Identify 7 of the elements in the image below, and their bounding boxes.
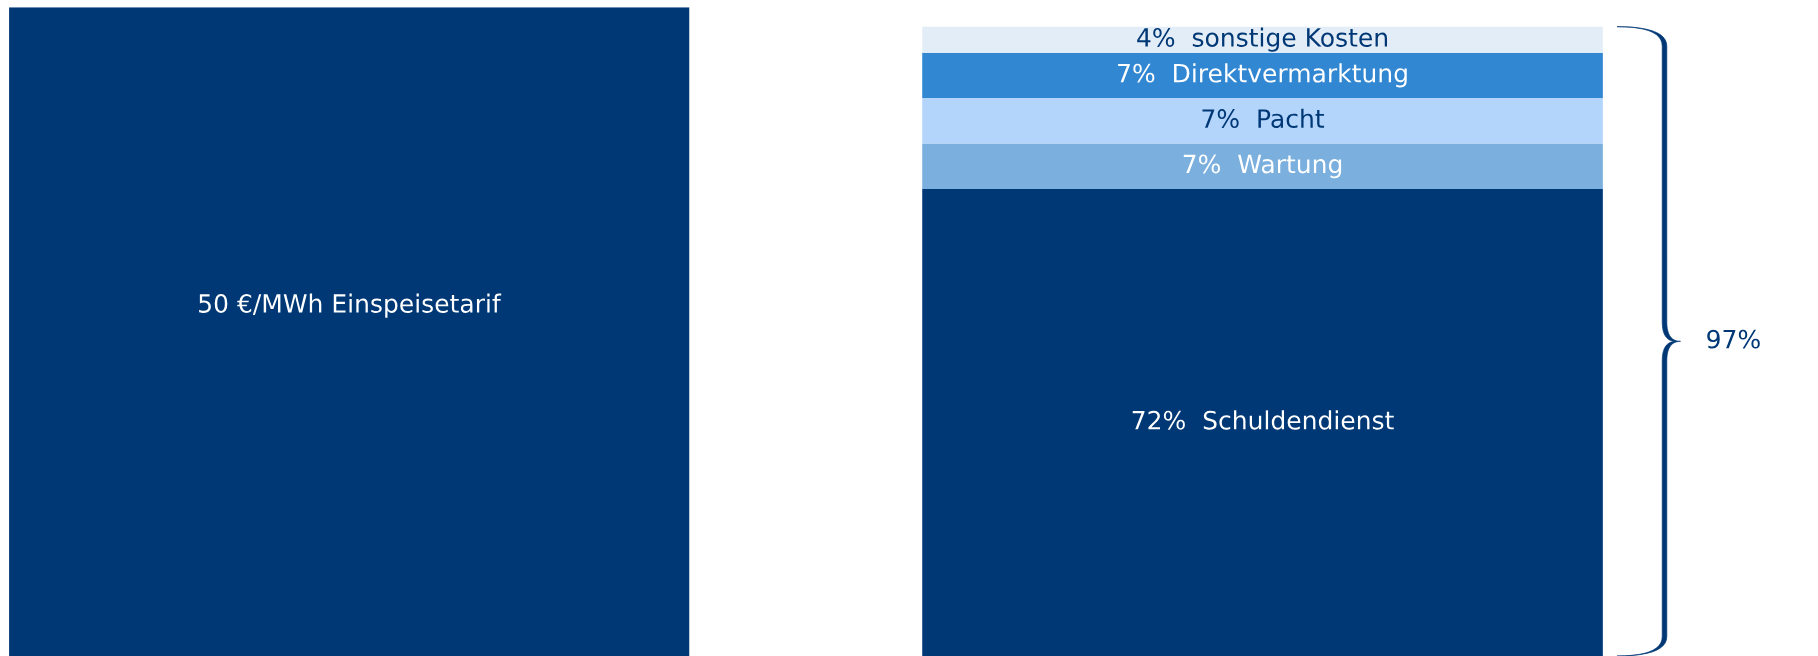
annotation: 50 €/MWh Einspeisetarif: [199, 293, 502, 318]
data-label: 72% Schuldendienst: [1132, 410, 1394, 430]
data-label: 7% Wartung: [1183, 154, 1342, 179]
annotation: 97%: [1707, 329, 1760, 349]
data-label: 7% Direktvermarktung: [1118, 63, 1407, 88]
data-label: 4% sonstige Kosten: [1137, 27, 1388, 52]
data-label: 7% Pacht: [1202, 108, 1325, 129]
